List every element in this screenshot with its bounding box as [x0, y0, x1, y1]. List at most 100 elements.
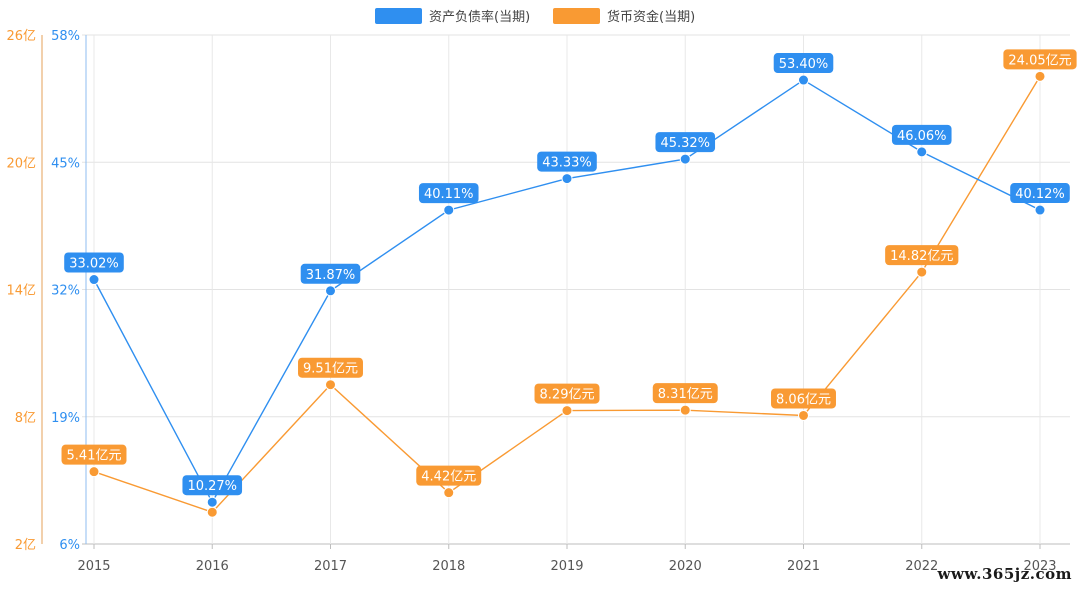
data-label-text-cash: 5.41亿元	[67, 449, 122, 464]
data-point-debt-ratio[interactable]	[206, 496, 218, 508]
series-layer	[88, 70, 1046, 518]
data-label-bg-debt-ratio	[773, 53, 834, 74]
y-tick-label-money: 14亿	[6, 284, 36, 299]
data-point-debt-ratio[interactable]	[679, 153, 691, 165]
data-point-cash[interactable]	[916, 266, 928, 278]
data-label-bg-debt-ratio	[182, 475, 243, 496]
data-point-debt-ratio[interactable]	[798, 74, 809, 86]
data-label-bg-debt-ratio	[891, 124, 952, 145]
data-label-text-debt-ratio: 40.11%	[424, 187, 474, 202]
data-label-text-cash: 8.29亿元	[540, 388, 595, 403]
data-point-cash[interactable]	[561, 405, 573, 417]
x-tick-label: 2021	[787, 559, 820, 574]
data-label-layer: 5.41亿元 9.51亿元 4.42亿元 8.29亿元 8.31亿元 8.06亿元 14.8…	[61, 49, 1077, 496]
data-label-bg-cash	[298, 357, 363, 378]
data-label-debt-ratio: 45.32%	[655, 132, 716, 153]
data-label-text-debt-ratio: 31.87%	[306, 268, 356, 283]
data-label-text-cash: 8.31亿元	[658, 387, 713, 402]
data-label-bg-cash	[652, 383, 718, 404]
data-point-cash[interactable]	[325, 379, 336, 391]
data-label-text-debt-ratio: 33.02%	[69, 257, 119, 272]
legend[interactable]: 资产负债率(当期) 货币资金(当期)	[375, 8, 695, 25]
data-point-debt-ratio[interactable]	[325, 285, 336, 297]
data-label-text-debt-ratio: 40.12%	[1015, 187, 1065, 202]
data-point-debt-ratio[interactable]	[1034, 204, 1046, 216]
data-label-bg-cash	[771, 388, 836, 409]
data-label-debt-ratio: 10.27%	[182, 475, 243, 496]
data-point-debt-ratio[interactable]	[443, 204, 455, 216]
y-tick-label-percent: 45%	[51, 156, 80, 171]
x-tick-label: 2016	[196, 559, 229, 574]
data-label-bg-cash	[1003, 49, 1077, 70]
y-tick-label-money: 26亿	[6, 29, 36, 44]
data-label-text-debt-ratio: 46.06%	[897, 129, 947, 144]
data-label-text-debt-ratio: 45.32%	[660, 136, 710, 151]
x-tick-label: 2020	[669, 559, 702, 574]
legend-label-debt-ratio: 资产负债率(当期)	[429, 9, 530, 25]
y-tick-label-percent: 6%	[59, 538, 80, 553]
data-label-cash: 24.05亿元	[1003, 49, 1077, 70]
legend-item-debt-ratio[interactable]: 资产负债率(当期)	[375, 8, 530, 25]
data-label-bg-cash	[61, 444, 127, 465]
data-label-bg-debt-ratio	[64, 252, 124, 273]
data-label-bg-debt-ratio	[300, 263, 361, 284]
data-label-bg-debt-ratio	[655, 132, 716, 153]
data-label-cash: 8.29亿元	[534, 383, 600, 404]
data-label-cash: 4.42亿元	[416, 465, 482, 486]
data-label-text-cash: 24.05亿元	[1008, 53, 1071, 68]
y-tick-label-money: 2亿	[15, 538, 36, 553]
data-label-cash: 8.06亿元	[771, 388, 836, 409]
data-point-debt-ratio[interactable]	[88, 274, 100, 286]
data-label-text-debt-ratio: 53.40%	[779, 57, 829, 72]
data-label-debt-ratio: 33.02%	[64, 252, 124, 273]
data-label-bg-debt-ratio	[1010, 183, 1070, 204]
data-label-bg-debt-ratio	[537, 151, 597, 172]
legend-item-cash[interactable]: 货币资金(当期)	[553, 8, 695, 25]
data-point-cash[interactable]	[88, 466, 100, 478]
x-tick-label: 2018	[432, 559, 465, 574]
data-label-debt-ratio: 31.87%	[300, 263, 361, 284]
y-tick-label-percent: 32%	[51, 284, 80, 299]
watermark-text: www.365jz.com	[937, 565, 1072, 583]
data-label-text-debt-ratio: 43.33%	[542, 156, 592, 171]
data-label-bg-cash	[534, 383, 600, 404]
data-label-cash: 8.31亿元	[652, 383, 718, 404]
legend-label-cash: 货币资金(当期)	[607, 9, 695, 25]
data-point-cash[interactable]	[798, 409, 809, 421]
data-label-bg-cash	[885, 245, 959, 266]
data-point-cash[interactable]	[1034, 70, 1046, 82]
y-tick-label-money: 8亿	[15, 411, 36, 426]
legend-swatch-debt-ratio	[375, 8, 422, 24]
x-tick-label: 2023	[1023, 559, 1056, 574]
data-point-cash[interactable]	[206, 506, 218, 518]
x-tick-label: 2017	[314, 559, 347, 574]
data-point-debt-ratio[interactable]	[916, 146, 928, 158]
x-tick-label: 2015	[77, 559, 110, 574]
data-label-text-cash: 8.06亿元	[776, 392, 831, 407]
data-label-debt-ratio: 40.12%	[1010, 183, 1070, 204]
data-label-text-cash: 4.42亿元	[421, 470, 476, 485]
x-tick-label: 2022	[905, 559, 938, 574]
data-point-debt-ratio[interactable]	[561, 173, 573, 185]
data-label-text-cash: 14.82亿元	[890, 249, 953, 264]
data-point-cash[interactable]	[443, 487, 455, 499]
x-tick-label: 2019	[550, 559, 583, 574]
data-point-cash[interactable]	[679, 404, 691, 416]
data-label-text-debt-ratio: 10.27%	[187, 479, 237, 494]
legend-swatch-cash	[553, 8, 600, 24]
axis-layer: 6% 2亿 19% 8亿 32% 14亿 45% 20亿 58% 26亿 2015 2016 2017 2…	[6, 29, 1056, 574]
data-label-debt-ratio: 43.33%	[537, 151, 597, 172]
data-label-debt-ratio: 46.06%	[891, 124, 952, 145]
data-label-bg-debt-ratio	[418, 183, 479, 204]
y-tick-label-percent: 19%	[51, 411, 80, 426]
y-tick-label-money: 20亿	[6, 156, 36, 171]
y-tick-label-percent: 58%	[51, 29, 80, 44]
data-label-debt-ratio: 40.11%	[418, 183, 479, 204]
data-label-bg-cash	[416, 465, 482, 486]
data-label-cash: 9.51亿元	[298, 357, 363, 378]
data-label-text-cash: 9.51亿元	[303, 362, 358, 377]
data-label-cash: 14.82亿元	[885, 245, 959, 266]
data-label-cash: 5.41亿元	[61, 444, 127, 465]
